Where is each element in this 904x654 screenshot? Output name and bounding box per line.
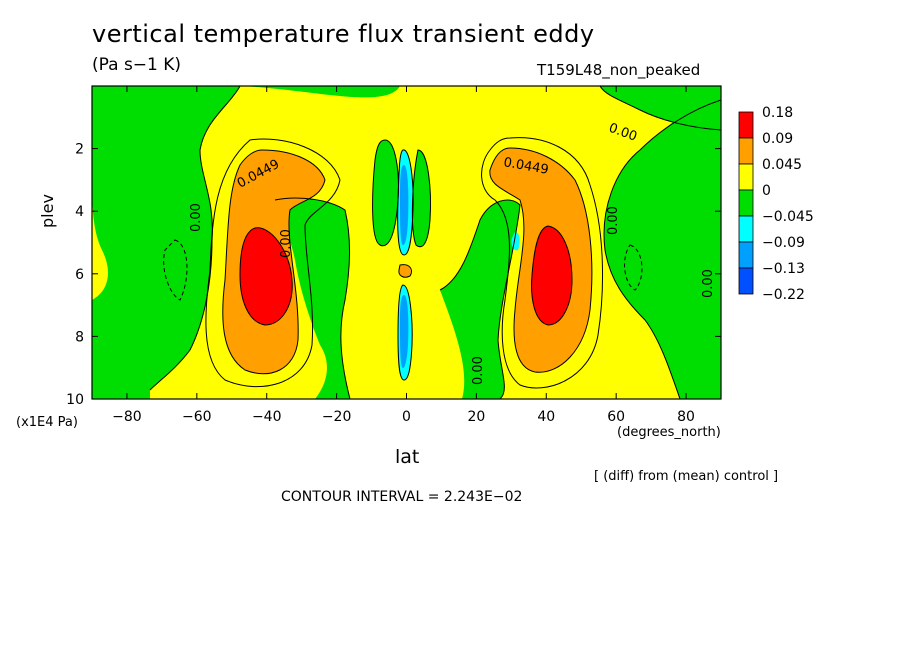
colorbar-swatch [738, 137, 754, 165]
contour-line [481, 137, 604, 389]
x-axis-unit: (degrees_north) [617, 425, 721, 440]
region-green-north-mid [440, 200, 520, 399]
x-tick-label: 80 [677, 409, 695, 425]
region-green-top-south [92, 86, 400, 98]
x-tick-label: −60 [182, 409, 212, 425]
y-tick-label: 2 [75, 142, 84, 158]
region-orange-equator-dot [398, 264, 412, 278]
colorbar-swatch [738, 163, 754, 191]
contour-line [149, 86, 241, 391]
contour-interval: CONTOUR INTERVAL = 2.243E−02 [281, 489, 523, 505]
contour-line [222, 149, 326, 375]
contour-line [411, 149, 431, 248]
region-red-south [240, 227, 293, 325]
region-red-north [531, 226, 572, 325]
colorbar-label: −0.09 [762, 235, 805, 251]
contour-line-dashed [163, 239, 188, 301]
colorbar-swatch [738, 111, 754, 139]
contour-line [397, 284, 413, 381]
colorbar-label: −0.13 [762, 261, 805, 277]
y-axis-unit: (x1E4 Pa) [16, 415, 78, 430]
colorbar-label: −0.22 [762, 287, 805, 303]
contour-line [239, 227, 293, 326]
contour-line [398, 264, 413, 278]
colorbar-swatch [738, 241, 754, 269]
y-tick-label: 10 [66, 392, 84, 408]
x-tick-label: −40 [252, 409, 282, 425]
region-blue-equator-upper [400, 165, 409, 245]
y-tick-label: 8 [75, 329, 84, 345]
run-label: T159L48_non_peaked [537, 61, 701, 79]
x-tick-label: −20 [322, 409, 352, 425]
x-tick-label: −80 [112, 409, 142, 425]
diff-note: [ (diff) from (mean) control ] [594, 469, 779, 484]
contour-line [439, 199, 521, 399]
colorbar-swatch [738, 215, 754, 243]
colorbar-swatch [738, 189, 754, 217]
chart-title: vertical temperature flux transient eddy [92, 20, 595, 48]
y-tick-label: 6 [75, 267, 84, 283]
contour-fill-group [92, 86, 721, 399]
colorbar-label: 0.18 [762, 105, 793, 121]
contour-label: 0.00 [279, 229, 294, 258]
contour-line [603, 99, 721, 399]
colorbar: 0.18 0.09 0.045 0 −0.045 −0.09 −0.13 −0.22 [738, 105, 814, 303]
x-tick-label: 0 [402, 409, 411, 425]
contour-line [599, 86, 721, 131]
colorbar-label: 0 [762, 183, 771, 199]
contour-label: 0.00 [471, 356, 486, 385]
contour-line-dashed [624, 244, 643, 291]
region-green-north-polar [604, 86, 721, 399]
contour-line [489, 147, 593, 373]
axes: −80 −60 −40 −20 0 20 40 60 80 2 4 6 8 10 [66, 86, 721, 425]
colorbar-swatch [738, 267, 754, 295]
region-green-north-corner [600, 86, 721, 130]
contour-label: 0.00 [189, 203, 204, 232]
region-blue-equator-lower [400, 295, 409, 368]
y-axis-label: plev [38, 194, 57, 228]
region-green-equator-blob [372, 140, 399, 246]
x-axis-label: lat [395, 446, 420, 468]
region-green-south-polar [92, 86, 240, 399]
chart-units: (Pa s−1 K) [92, 55, 182, 75]
contour-line [372, 139, 399, 247]
contour-label: 0.00 [606, 206, 621, 235]
colorbar-label: 0.045 [762, 157, 802, 173]
contour-line [205, 138, 341, 387]
x-tick-label: 60 [607, 409, 625, 425]
colorbar-label: 0.09 [762, 131, 793, 147]
contour-line [274, 197, 351, 399]
x-tick-label: 20 [467, 409, 485, 425]
region-green-equator-right [412, 150, 431, 247]
y-tick-label: 4 [75, 204, 84, 220]
colorbar-label: −0.045 [762, 209, 814, 225]
contour-lines [149, 86, 721, 399]
contour-label: 0.00 [701, 269, 716, 298]
contour-line [531, 225, 573, 326]
x-tick-label: 40 [537, 409, 555, 425]
region-green-south-mid [275, 198, 350, 399]
